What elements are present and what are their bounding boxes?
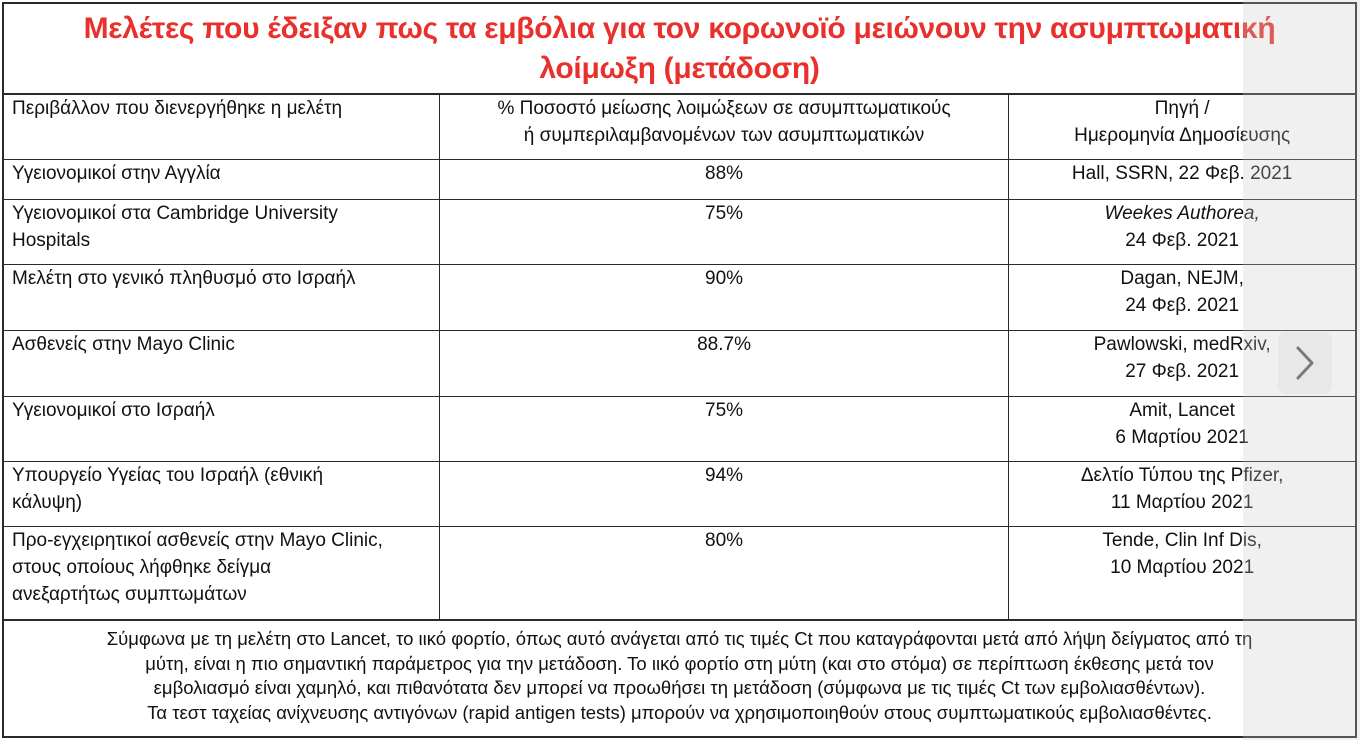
next-slide-button[interactable] [1278, 332, 1332, 394]
table-row: Υγειονομικοί στα Cambridge University Ho… [4, 198, 1355, 265]
table-row: Υπουργείο Υγείας του Ισραήλ (εθνική κάλυ… [4, 460, 1355, 527]
cell-reduction: 94% [438, 460, 1010, 527]
table-row: Ασθενείς στην Mayo Clinic 88.7% Pawlowsk… [4, 329, 1355, 397]
title-line-1: Μελέτες που έδειξαν πως τα εμβόλια για τ… [83, 11, 1276, 45]
table-row: Μελέτη στο γενικό πληθυσμό στο Ισραήλ 90… [4, 263, 1355, 331]
footer-line-4: Τα τεστ ταχείας ανίχνευσης αντιγόνων (ra… [147, 701, 1212, 723]
cell-setting: Υγειονομικοί στα Cambridge University Ho… [4, 198, 440, 265]
cell-setting: Προ-εγχειρητικοί ασθενείς στην Mayo Clin… [4, 525, 440, 620]
slide-title: Μελέτες που έδειξαν πως τα εμβόλια για τ… [4, 4, 1355, 95]
footer-line-2: μύτη, είναι η πιο σημαντική παράμετρος γ… [145, 652, 1214, 674]
footer-line-1: Σύμφωνα με τη μελέτη στο Lancet, το ιικό… [106, 628, 1253, 649]
footer-line-3: εμβολιασμό είναι χαμηλό, και πιθανότατα … [153, 677, 1206, 698]
cell-setting: Υπουργείο Υγείας του Ισραήλ (εθνική κάλυ… [4, 460, 440, 527]
cell-reduction: 75% [438, 198, 1010, 265]
cell-source: Amit, Lancet 6 Μαρτίου 2021 [1008, 395, 1355, 462]
cell-source: Δελτίο Τύπου της Pfizer, 11 Μαρτίου 2021 [1008, 460, 1355, 527]
chevron-right-icon [1294, 345, 1316, 381]
table-row: Υγειονομικοί στην Αγγλία 88% Hall, SSRN,… [4, 158, 1355, 200]
table-row: Προ-εγχειρητικοί ασθενείς στην Mayo Clin… [4, 525, 1355, 620]
cell-source: Tende, Clin Inf Dis, 10 Μαρτίου 2021 [1008, 525, 1355, 620]
header-source: Πηγή / Ημερομηνία Δημοσίευσης [1008, 95, 1355, 160]
cell-setting: Μελέτη στο γενικό πληθυσμό στο Ισραήλ [4, 263, 440, 331]
footer-note: Σύμφωνα με τη μελέτη στο Lancet, το ιικό… [4, 619, 1355, 736]
cell-reduction: 88% [438, 158, 1010, 200]
cell-reduction: 75% [438, 395, 1010, 462]
cell-setting: Ασθενείς στην Mayo Clinic [4, 329, 440, 397]
header-reduction: % Ποσοστό μείωσης λοιμώξεων σε ασυμπτωμα… [438, 95, 1010, 160]
cell-source: Weekes Authorea, 24 Φεβ. 2021 [1008, 198, 1355, 265]
table-row: Υγειονομικοί στο Ισραήλ 75% Amit, Lancet… [4, 395, 1355, 462]
title-line-2: λοίμωξη (μετάδοση) [539, 51, 820, 85]
cell-source: Hall, SSRN, 22 Φεβ. 2021 [1008, 158, 1355, 200]
header-setting: Περιβάλλον που διενεργήθηκε η μελέτη [4, 95, 440, 160]
cell-setting: Υγειονομικοί στην Αγγλία [4, 158, 440, 200]
cell-source: Dagan, NEJM, 24 Φεβ. 2021 [1008, 263, 1355, 331]
cell-setting: Υγειονομικοί στο Ισραήλ [4, 395, 440, 462]
cell-reduction: 90% [438, 263, 1010, 331]
cell-reduction: 88.7% [438, 329, 1010, 397]
table-header-row: Περιβάλλον που διενεργήθηκε η μελέτη % Π… [4, 95, 1355, 160]
studies-table: Περιβάλλον που διενεργήθηκε η μελέτη % Π… [4, 95, 1355, 620]
cell-reduction: 80% [438, 525, 1010, 620]
